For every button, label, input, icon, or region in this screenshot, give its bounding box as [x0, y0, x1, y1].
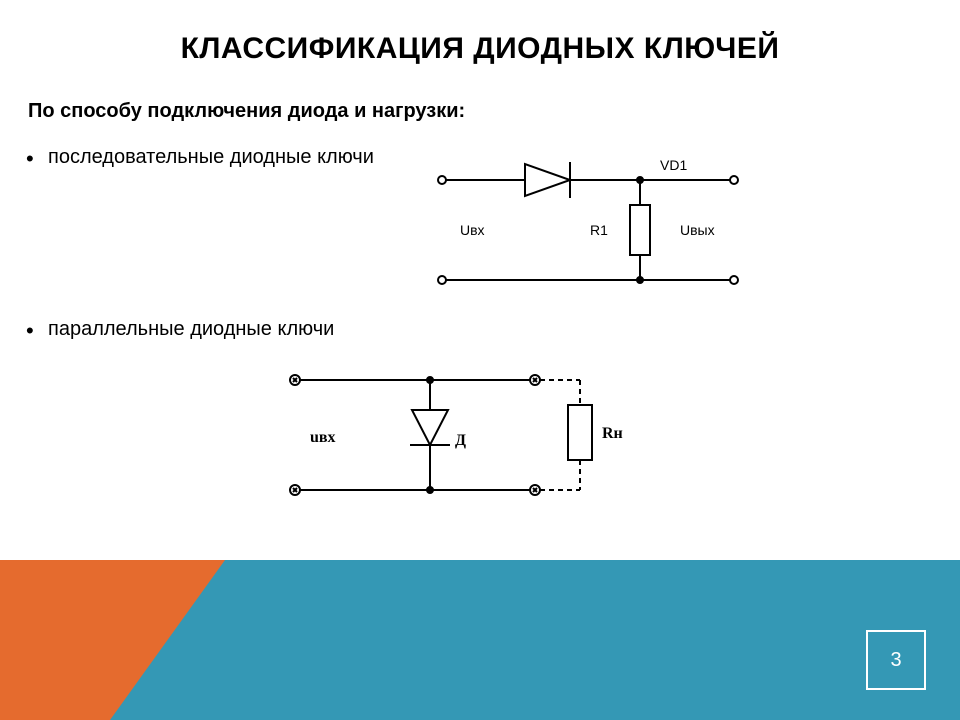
page-number: 3 — [866, 630, 926, 690]
label-uin2: uвх — [310, 429, 336, 446]
label-d: Д — [455, 432, 466, 449]
subtitle: По способу подключения диода и нагрузки: — [28, 100, 465, 123]
slide: КЛАССИФИКАЦИЯ ДИОДНЫХ КЛЮЧЕЙ По способу … — [0, 0, 960, 720]
label-uout: Uвых — [680, 222, 715, 238]
footer-teal — [110, 560, 960, 720]
footer-decor: 3 — [0, 550, 960, 720]
label-rn: Rн — [602, 425, 623, 442]
page-title: КЛАССИФИКАЦИЯ ДИОДНЫХ КЛЮЧЕЙ — [0, 32, 960, 66]
label-vd1: VD1 — [660, 157, 687, 173]
bullet-item-2: параллельные диодные ключи — [48, 318, 334, 341]
circuit-parallel-diode: uвх Д Rн — [260, 350, 640, 520]
label-r1: R1 — [590, 222, 608, 238]
label-uin: Uвх — [460, 222, 485, 238]
circuit-series-diode: VD1 Uвх R1 Uвых — [430, 150, 760, 320]
bullet-item-1: последовательные диодные ключи — [48, 146, 374, 169]
